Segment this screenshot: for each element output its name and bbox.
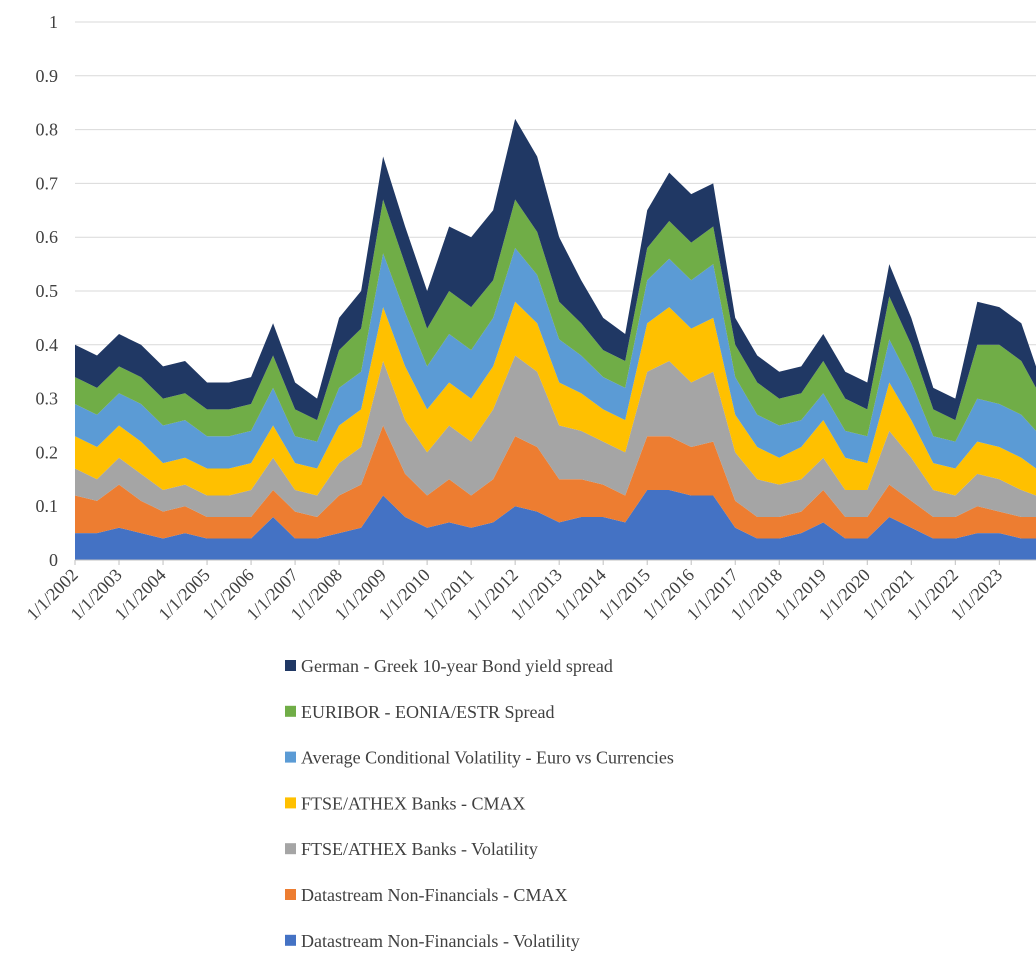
y-tick-label: 0.1 (36, 496, 59, 516)
area (75, 425, 1036, 539)
y-tick-label: 0.5 (36, 281, 59, 301)
y-tick-label: 0.9 (36, 66, 59, 86)
y-tick-label: 0.2 (36, 442, 59, 462)
legend-label: Average Conditional Volatility - Euro vs… (301, 748, 674, 768)
legend-swatch (285, 797, 296, 809)
legend-swatch (285, 934, 296, 946)
area (75, 247, 1036, 469)
y-tick-label: 0.7 (36, 173, 59, 193)
y-tick-label: 1 (49, 12, 58, 32)
area (75, 301, 1036, 496)
y-tick-label: 0.8 (36, 120, 59, 140)
legend-label: FTSE/ATHEX Banks - CMAX (301, 793, 526, 813)
legend-label: Datastream Non-Financials - CMAX (301, 885, 567, 905)
y-tick-label: 0.3 (36, 389, 59, 409)
area (75, 355, 1036, 517)
legend-swatch (285, 889, 296, 900)
y-tick-label: 0 (49, 550, 58, 570)
legend-label: German - Greek 10-year Bond yield spread (301, 656, 613, 676)
legend-swatch (285, 660, 296, 671)
legend-label: EURIBOR - EONIA/ESTR Spread (301, 702, 554, 722)
legend-swatch (285, 751, 296, 763)
legend-swatch (285, 705, 296, 717)
area (75, 199, 1036, 442)
legend-label: FTSE/ATHEX Banks - Volatility (301, 839, 538, 859)
area (75, 118, 1036, 421)
y-tick-label: 0.6 (36, 227, 59, 247)
area (75, 490, 1036, 560)
legend-label: Datastream Non-Financials - Volatility (301, 931, 580, 951)
legend-swatch (285, 843, 296, 855)
y-tick-label: 0.4 (36, 335, 59, 355)
